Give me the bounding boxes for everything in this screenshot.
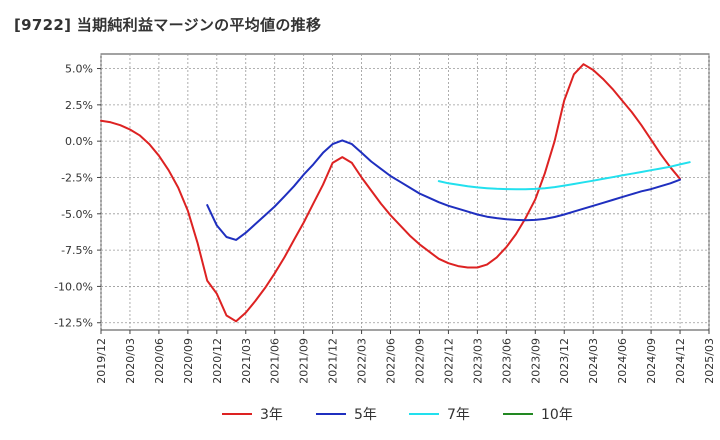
x-tick-label: 2022/03	[356, 338, 369, 384]
series-line-7年	[437, 161, 691, 191]
x-tick-label: 2022/06	[385, 338, 398, 384]
legend: 3年 5年 7年 10年	[222, 407, 573, 423]
legend-label: 3年	[260, 407, 283, 423]
x-tick-label: 2023/12	[558, 338, 571, 384]
y-tick-label: -12.5%	[54, 317, 93, 330]
x-tick-label: 2023/06	[500, 338, 513, 384]
x-tick-label: 2019/12	[95, 338, 108, 384]
x-tick-label: 2024/12	[674, 338, 687, 384]
y-tick-label: -7.5%	[61, 244, 93, 257]
y-tick-label: 0.0%	[65, 135, 93, 148]
legend-label: 10年	[541, 407, 573, 423]
y-axis-ticks: 5.0% 2.5% 0.0% -2.5% -5.0% -7.5% -10.0% -12.5%	[54, 63, 101, 330]
x-tick-label: 2021/03	[240, 338, 253, 384]
grid-lines	[100, 54, 710, 330]
x-tick-label: 2020/12	[211, 338, 224, 384]
y-tick-label: -5.0%	[61, 208, 93, 221]
x-tick-label: 2025/03	[703, 338, 716, 384]
x-tick-label: 2022/09	[413, 338, 426, 384]
x-tick-label: 2020/09	[182, 338, 195, 384]
x-tick-label: 2024/09	[645, 338, 658, 384]
series-line-5年	[206, 139, 681, 241]
series-lines	[100, 63, 691, 323]
legend-label: 7年	[447, 407, 470, 423]
y-tick-label: 5.0%	[65, 63, 93, 76]
x-tick-label: 2023/03	[471, 338, 484, 384]
x-tick-label: 2020/03	[124, 338, 137, 384]
x-tick-label: 2024/03	[587, 338, 600, 384]
x-tick-label: 2021/06	[269, 338, 282, 384]
x-tick-label: 2023/09	[529, 338, 542, 384]
x-tick-label: 2022/12	[442, 338, 455, 384]
x-tick-label: 2020/06	[153, 338, 166, 384]
x-tick-label: 2021/12	[327, 338, 340, 384]
series-line-3年	[100, 63, 681, 323]
y-tick-label: -10.0%	[54, 280, 93, 293]
chart-title: [9722] 当期純利益マージンの平均値の推移	[14, 16, 322, 34]
y-tick-label: 2.5%	[65, 99, 93, 112]
legend-label: 5年	[354, 407, 377, 423]
x-tick-label: 2021/09	[298, 338, 311, 384]
x-tick-label: 2024/06	[616, 338, 629, 384]
y-tick-label: -2.5%	[61, 171, 93, 184]
x-axis-ticks: 2019/12 2020/03 2020/06 2020/09 2020/12 2021/…	[95, 330, 716, 384]
